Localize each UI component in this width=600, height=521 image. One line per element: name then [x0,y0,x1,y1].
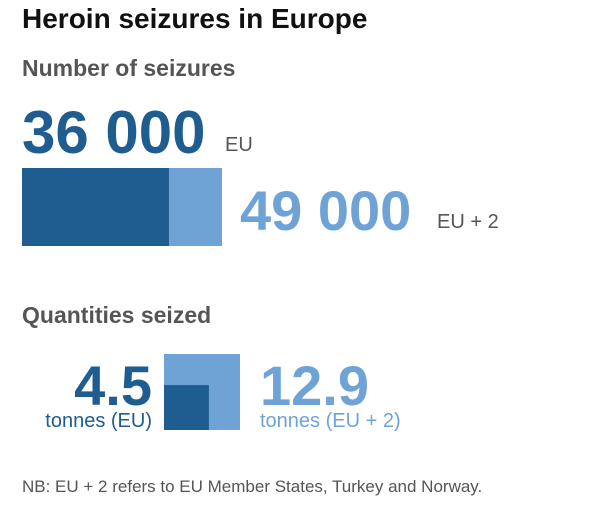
square [164,385,209,430]
value-label: 12.9 [260,354,369,417]
note: NB: EU + 2 refers to EU Member States, T… [22,477,482,496]
title: Heroin seizures in Europe [22,3,367,34]
series-label: tonnes (EU) [45,410,152,432]
series-label: EU + 2 [437,211,499,233]
subtitle: Quantities seized [22,302,211,328]
series-label: tonnes (EU + 2) [260,410,401,432]
value-label: 36 000 [22,99,206,166]
subtitle: Number of seizures [22,55,235,81]
value-label: 49 000 [240,179,411,242]
bar [22,168,169,246]
value-label: 4.5 [74,354,152,417]
series-label: EU [225,134,253,156]
